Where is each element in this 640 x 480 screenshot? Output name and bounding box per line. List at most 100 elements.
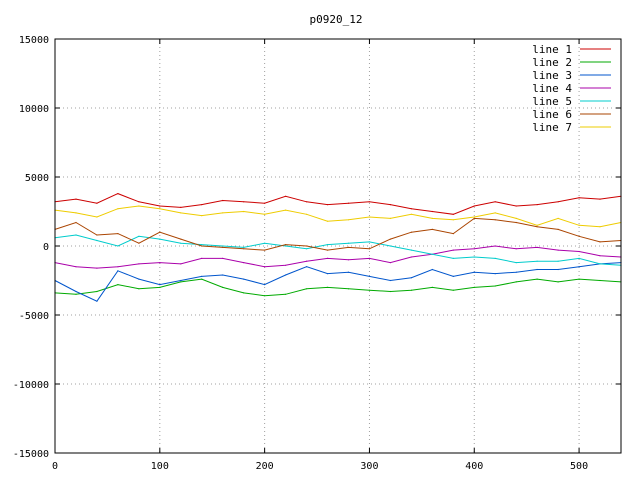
x-tick-label: 100 xyxy=(151,461,169,472)
series-line-6 xyxy=(54,217,622,251)
data-point xyxy=(96,300,98,302)
data-point xyxy=(180,238,182,240)
data-point xyxy=(515,281,517,283)
series-line-3 xyxy=(54,262,622,302)
data-point xyxy=(326,220,329,222)
data-point xyxy=(578,250,580,253)
data-point xyxy=(201,204,203,206)
data-point xyxy=(578,224,580,226)
legend-label: line 3 xyxy=(532,69,572,82)
data-point xyxy=(452,213,454,215)
data-point xyxy=(494,219,496,221)
data-point xyxy=(326,244,329,246)
data-point xyxy=(578,278,580,280)
data-point xyxy=(180,263,182,265)
data-point xyxy=(473,216,475,218)
data-point xyxy=(431,210,433,213)
data-point xyxy=(243,278,245,280)
data-point xyxy=(452,219,454,221)
data-point xyxy=(410,289,412,291)
data-point xyxy=(347,242,350,244)
series-line-4 xyxy=(54,245,622,269)
data-point xyxy=(494,201,496,203)
data-point xyxy=(159,208,161,210)
data-point xyxy=(75,198,77,200)
data-point xyxy=(96,234,98,236)
data-point xyxy=(389,279,391,282)
data-point xyxy=(180,279,182,282)
data-point xyxy=(138,242,140,244)
data-point xyxy=(536,278,538,280)
data-point xyxy=(222,199,224,202)
data-point xyxy=(180,212,182,214)
data-point xyxy=(285,274,287,276)
x-tick-label: 300 xyxy=(360,461,378,472)
data-point xyxy=(243,262,245,264)
data-point xyxy=(222,257,224,259)
data-point xyxy=(326,249,329,251)
data-point xyxy=(515,221,517,224)
data-point xyxy=(557,217,559,219)
data-point xyxy=(473,248,475,250)
data-point xyxy=(389,238,391,240)
data-point xyxy=(347,246,350,248)
data-point xyxy=(494,273,496,275)
legend-label: line 5 xyxy=(532,95,572,108)
data-point xyxy=(180,206,182,208)
data-point xyxy=(201,215,203,217)
data-point xyxy=(452,233,454,235)
data-point xyxy=(222,274,224,276)
data-point xyxy=(264,202,266,204)
legend-label: line 7 xyxy=(532,121,572,134)
data-point xyxy=(452,275,454,277)
data-point xyxy=(326,273,329,275)
data-point xyxy=(452,249,454,251)
data-point xyxy=(347,202,350,204)
y-tick-label: -15000 xyxy=(13,449,49,460)
legend-label: line 2 xyxy=(532,56,572,69)
data-point xyxy=(515,248,517,250)
data-point xyxy=(494,257,496,259)
data-point xyxy=(222,245,224,247)
data-point xyxy=(222,286,224,288)
data-point xyxy=(578,235,580,237)
data-point xyxy=(599,263,601,265)
data-point xyxy=(557,268,559,271)
data-point xyxy=(431,286,433,288)
data-point xyxy=(138,263,140,265)
data-point xyxy=(159,284,161,286)
data-point xyxy=(410,213,412,215)
series-line-1 xyxy=(54,193,622,215)
data-point xyxy=(536,204,538,206)
data-point xyxy=(75,221,77,224)
data-point xyxy=(536,260,538,262)
data-point xyxy=(515,262,517,264)
data-point xyxy=(536,226,538,228)
data-point xyxy=(201,278,203,280)
data-point xyxy=(117,193,119,195)
y-tick-label: 10000 xyxy=(19,104,49,115)
data-point xyxy=(285,244,287,246)
data-point xyxy=(410,208,412,210)
series-line-7 xyxy=(54,205,622,228)
data-point xyxy=(347,271,350,273)
data-point xyxy=(138,205,140,207)
data-point xyxy=(599,255,601,257)
data-point xyxy=(599,226,601,228)
data-point xyxy=(96,202,98,204)
data-point xyxy=(75,293,77,295)
data-point xyxy=(201,244,203,246)
data-point xyxy=(557,228,559,230)
data-point xyxy=(578,197,580,199)
data-point xyxy=(75,290,77,293)
data-point xyxy=(75,266,77,268)
legend-label: line 1 xyxy=(532,43,572,56)
data-point xyxy=(599,198,601,200)
data-point xyxy=(536,246,538,248)
data-point xyxy=(96,216,98,218)
data-point xyxy=(138,288,140,290)
data-point xyxy=(159,205,161,207)
data-point xyxy=(494,285,496,287)
data-point xyxy=(180,281,182,283)
